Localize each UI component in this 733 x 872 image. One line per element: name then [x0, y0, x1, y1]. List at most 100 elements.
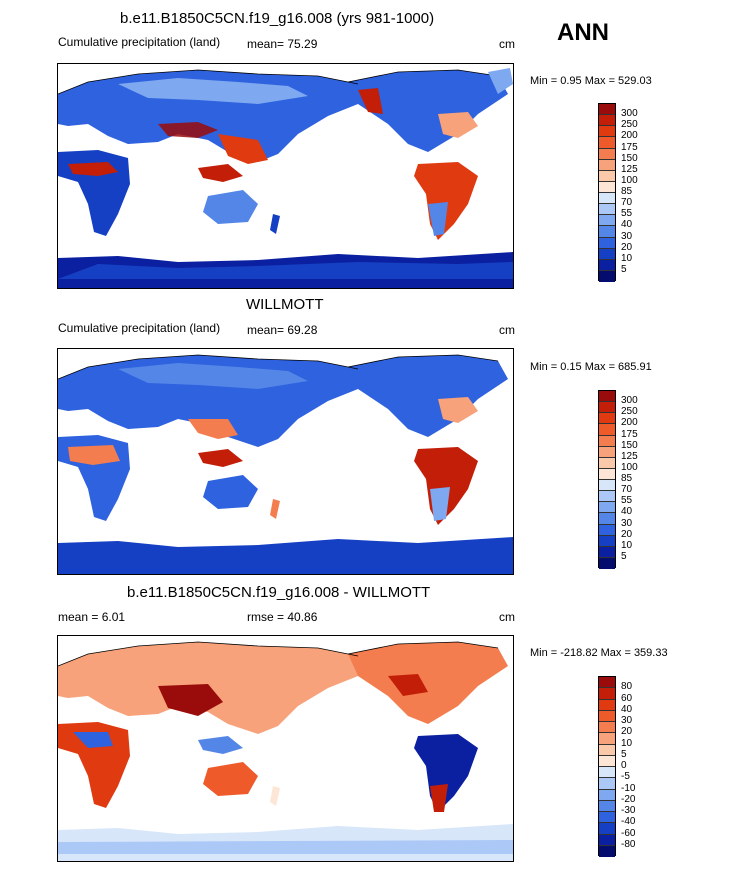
colorbar-swatch	[599, 215, 615, 227]
new-zealand	[270, 499, 280, 519]
colorbar-swatch	[599, 270, 615, 282]
panel2-title: WILLMOTT	[246, 296, 324, 313]
australia	[203, 190, 258, 224]
panel2-colorbar	[598, 390, 616, 569]
colorbar-swatch	[599, 733, 615, 745]
colorbar-swatch	[599, 699, 615, 711]
new-zealand	[270, 786, 280, 806]
greenland	[488, 68, 513, 94]
panel2-map	[57, 348, 514, 575]
panel2-map-field	[58, 354, 513, 574]
colorbar-swatch	[599, 457, 615, 469]
na-west	[388, 674, 428, 696]
coastlines	[58, 641, 499, 667]
colorbar-label: 20	[621, 528, 633, 540]
australia	[203, 475, 258, 509]
colorbar-swatch	[599, 204, 615, 216]
colorbar-swatch	[599, 424, 615, 436]
colorbar-swatch	[599, 446, 615, 458]
colorbar-swatch	[599, 823, 615, 835]
na-west-coast	[358, 88, 383, 114]
antarctica	[58, 537, 513, 574]
colorbar-label: 125	[621, 450, 638, 462]
colorbar-swatch	[599, 193, 615, 205]
south-america	[414, 162, 478, 240]
colorbar-label: 80	[621, 681, 633, 693]
colorbar-label: -60	[621, 827, 636, 839]
panel3-units: cm	[499, 610, 515, 624]
colorbar-label: 85	[621, 186, 633, 197]
colorbar-swatch	[599, 688, 615, 700]
colorbar-label: 85	[621, 473, 633, 484]
colorbar-swatch	[599, 502, 615, 514]
colorbar-label: 70	[621, 484, 633, 496]
africa-tropics	[68, 162, 118, 176]
panel2-minmax: Min = 0.15 Max = 685.91	[530, 361, 652, 373]
panel3-colorbar	[598, 676, 616, 857]
colorbar-swatch	[599, 126, 615, 138]
colorbar-swatch	[599, 391, 615, 403]
panel1-variable-label: Cumulative precipitation (land)	[58, 35, 221, 49]
colorbar-swatch	[599, 181, 615, 193]
colorbar-swatch	[599, 546, 615, 558]
north-america	[348, 355, 508, 437]
panel1-colorbar	[598, 103, 616, 282]
panel1-title: b.e11.B1850C5CN.f19_g16.008 (yrs 981-100…	[120, 10, 435, 27]
colorbar-label: 30	[621, 230, 633, 242]
panel3-title: b.e11.B1850C5CN.f19_g16.008 - WILLMOTT	[127, 584, 431, 601]
panel2-units: cm	[499, 323, 515, 337]
season-label: ANN	[557, 19, 609, 46]
colorbar-swatch	[599, 778, 615, 790]
south-america	[414, 734, 478, 812]
south-east-asia	[218, 134, 268, 164]
panel2-mean-label: mean= 69.28	[247, 323, 318, 337]
colorbar-label: 250	[621, 406, 638, 418]
panel1-mean-label: mean= 75.29	[247, 37, 318, 51]
colorbar-swatch	[599, 491, 615, 503]
colorbar-swatch	[599, 435, 615, 447]
colorbar-swatch	[599, 104, 615, 116]
africa-tropics	[73, 732, 113, 748]
colorbar-label: 0	[621, 760, 627, 771]
colorbar-label: 5	[621, 748, 627, 760]
colorbar-swatch	[599, 789, 615, 801]
colorbar-swatch	[599, 677, 615, 689]
colorbar-label: 250	[621, 119, 638, 131]
colorbar-label: 10	[621, 252, 633, 264]
sa-south	[430, 784, 448, 812]
panel3-map	[57, 635, 514, 862]
colorbar-swatch	[599, 845, 615, 857]
us-southeast	[438, 397, 478, 423]
colorbar-swatch	[599, 722, 615, 734]
colorbar-swatch	[599, 237, 615, 249]
colorbar-swatch	[599, 413, 615, 425]
south-america	[414, 447, 478, 525]
colorbar-swatch	[599, 480, 615, 492]
colorbar-swatch	[599, 524, 615, 536]
maritime-continent	[198, 736, 243, 754]
colorbar-label: 20	[621, 241, 633, 253]
panel2-variable-label: Cumulative precipitation (land)	[58, 321, 221, 335]
colorbar-swatch	[599, 800, 615, 812]
colorbar-label: 20	[621, 726, 633, 738]
coastlines	[58, 354, 499, 380]
colorbar-label: 55	[621, 495, 633, 507]
colorbar-label: 125	[621, 163, 638, 175]
colorbar-label: 10	[621, 737, 633, 749]
panel3-minmax: Min = -218.82 Max = 359.33	[530, 647, 668, 659]
colorbar-swatch	[599, 159, 615, 171]
australia	[203, 762, 258, 796]
panel3-map-field	[58, 641, 513, 861]
colorbar-label: 30	[621, 517, 633, 529]
colorbar-label: 40	[621, 703, 633, 715]
sa-south	[430, 487, 450, 521]
siberia	[118, 363, 308, 389]
colorbar-swatch	[599, 767, 615, 779]
panel1-minmax: Min = 0.95 Max = 529.03	[530, 75, 652, 87]
north-america	[348, 70, 508, 152]
panel3-rmse-label: rmse = 40.86	[247, 610, 318, 624]
colorbar-label: 40	[621, 219, 633, 231]
north-america	[348, 642, 508, 724]
colorbar-swatch	[599, 513, 615, 525]
antarctica-coast	[58, 262, 513, 279]
